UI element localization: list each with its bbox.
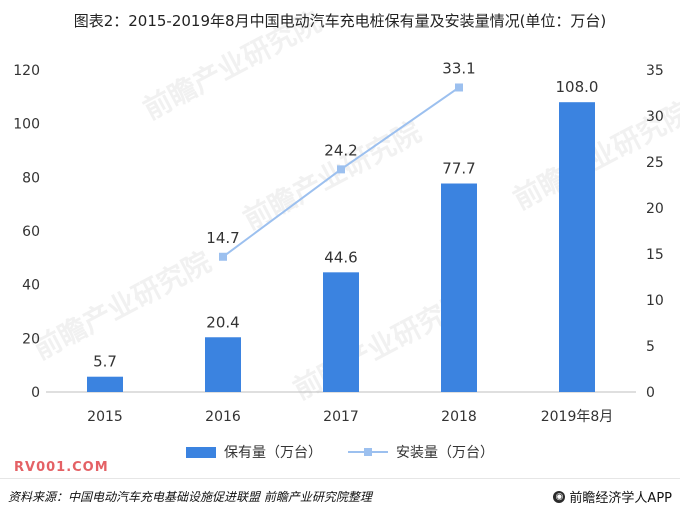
bar: [205, 337, 241, 392]
bar-value-label: 77.7: [442, 160, 475, 178]
bar-series: [87, 102, 595, 392]
bar-value-label: 44.6: [324, 248, 357, 266]
line-value-label: 14.7: [206, 229, 239, 247]
line-point: [455, 83, 463, 92]
y-right-tick-label: 0: [646, 385, 655, 401]
y-right-tick-label: 30: [646, 109, 664, 125]
legend: 保有量（万台） 安装量（万台）: [0, 442, 680, 462]
data-labels: 5.7 20.4 44.6 77.7 108.0 14.7 24.2 33.1: [93, 59, 598, 370]
line-series: [219, 83, 463, 261]
y-right-tick-label: 25: [646, 155, 664, 171]
y-left-tick-label: 0: [31, 385, 40, 401]
source-note: 资料来源：中国电动汽车充电基础设施促进联盟 前瞻产业研究院整理: [8, 490, 372, 504]
legend-item-stock: 保有量（万台）: [186, 442, 322, 462]
legend-label-installed: 安装量（万台）: [396, 445, 494, 461]
combo-chart: 前瞻产业研究院 前瞻产业研究院 前瞻产业研究院 前瞻产业研究院 前瞻产业研究院 …: [13, 5, 680, 425]
y-left-tick-label: 80: [22, 170, 40, 186]
bar-value-label: 20.4: [206, 313, 239, 331]
y-right-tick-label: 35: [646, 63, 664, 79]
watermark-text: RV001.COM: [14, 460, 109, 475]
brand: ◉ 前瞻经济学人APP: [553, 487, 672, 506]
y-right-tick-label: 5: [646, 339, 655, 355]
x-tick-label: 2017: [323, 409, 359, 425]
x-tick-label: 2016: [205, 409, 241, 425]
chart-title: 图表2：2015-2019年8月中国电动汽车充电桩保有量及安装量情况(单位：万台…: [73, 12, 607, 30]
brand-label: 前瞻经济学人APP: [569, 491, 672, 506]
y-left-tick-label: 60: [22, 224, 40, 240]
watermark-logo-mark: 前瞻产业研究院: [28, 245, 217, 366]
y-left-tick-label: 20: [22, 331, 40, 347]
y-left-tick-label: 40: [22, 278, 40, 294]
line-value-label: 33.1: [442, 59, 475, 77]
bar-value-label: 5.7: [93, 353, 117, 371]
line-value-label: 24.2: [324, 141, 357, 159]
brand-logo-icon: ◉: [553, 490, 566, 503]
y-left-tick-label: 100: [13, 117, 40, 133]
line-point: [219, 252, 227, 261]
legend-label-stock: 保有量（万台）: [224, 445, 322, 461]
bar-value-label: 108.0: [556, 78, 599, 96]
x-tick-label: 2015: [87, 409, 123, 425]
legend-bar-swatch: [186, 446, 216, 458]
line-point: [337, 165, 345, 174]
x-tick-label: 2019年8月: [541, 409, 614, 425]
x-tick-label: 2018: [441, 409, 477, 425]
bar: [87, 376, 123, 392]
legend-item-installed: 安装量（万台）: [348, 442, 494, 462]
bar: [559, 102, 595, 392]
y-right-tick-label: 10: [646, 293, 664, 309]
footer: 资料来源：中国电动汽车充电基础设施促进联盟 前瞻产业研究院整理 ◉ 前瞻经济学人…: [0, 478, 680, 516]
legend-line-swatch: [348, 446, 388, 458]
y-right-tick-label: 20: [646, 201, 664, 217]
y-right-tick-label: 15: [646, 247, 664, 263]
bar: [323, 272, 359, 392]
y-left-tick-label: 120: [13, 63, 40, 79]
chart-axes: 0 20 40 60 80 100 120 0 5 10 15 20 25 30 35 2015 2016 201…: [13, 63, 664, 425]
watermark-logo-mark: 前瞻产业研究院: [138, 5, 327, 126]
bar: [441, 183, 477, 392]
